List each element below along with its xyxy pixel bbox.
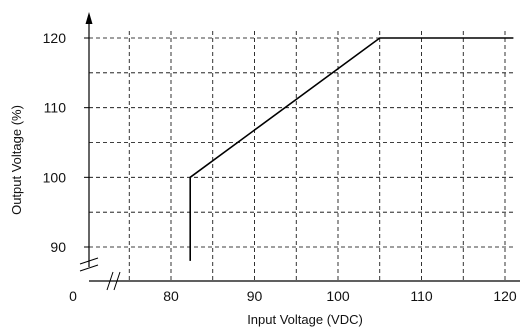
x-tick-label: 110 — [410, 288, 433, 304]
x-axis-break-mark-2 — [113, 271, 121, 291]
x-tick-label: 120 — [493, 288, 517, 304]
y-axis-break-mark-2 — [79, 264, 99, 272]
ticks: 90 100 110 120 80 90 100 110 120 — [43, 30, 517, 304]
x-axis-break-mark-1 — [106, 271, 114, 291]
y-tick-label: 100 — [43, 169, 67, 185]
y-tick-label: 110 — [44, 100, 67, 116]
y-tick-label: 120 — [43, 30, 67, 46]
x-tick-label: 90 — [247, 288, 263, 304]
series — [189, 37, 514, 261]
x-tick-label: 80 — [163, 288, 179, 304]
x-axis-label: Input Voltage (VDC) — [247, 312, 363, 327]
y-axis-label: Output Voltage (%) — [9, 105, 24, 215]
y-axis-break-mark-1 — [79, 257, 99, 265]
grid — [89, 31, 516, 281]
x-zero-label: 0 — [69, 288, 77, 304]
series-line — [189, 37, 514, 261]
y-tick-label: 90 — [50, 239, 66, 255]
axes — [79, 12, 520, 291]
y-axis-arrow — [85, 12, 93, 24]
x-tick-label: 100 — [326, 288, 350, 304]
